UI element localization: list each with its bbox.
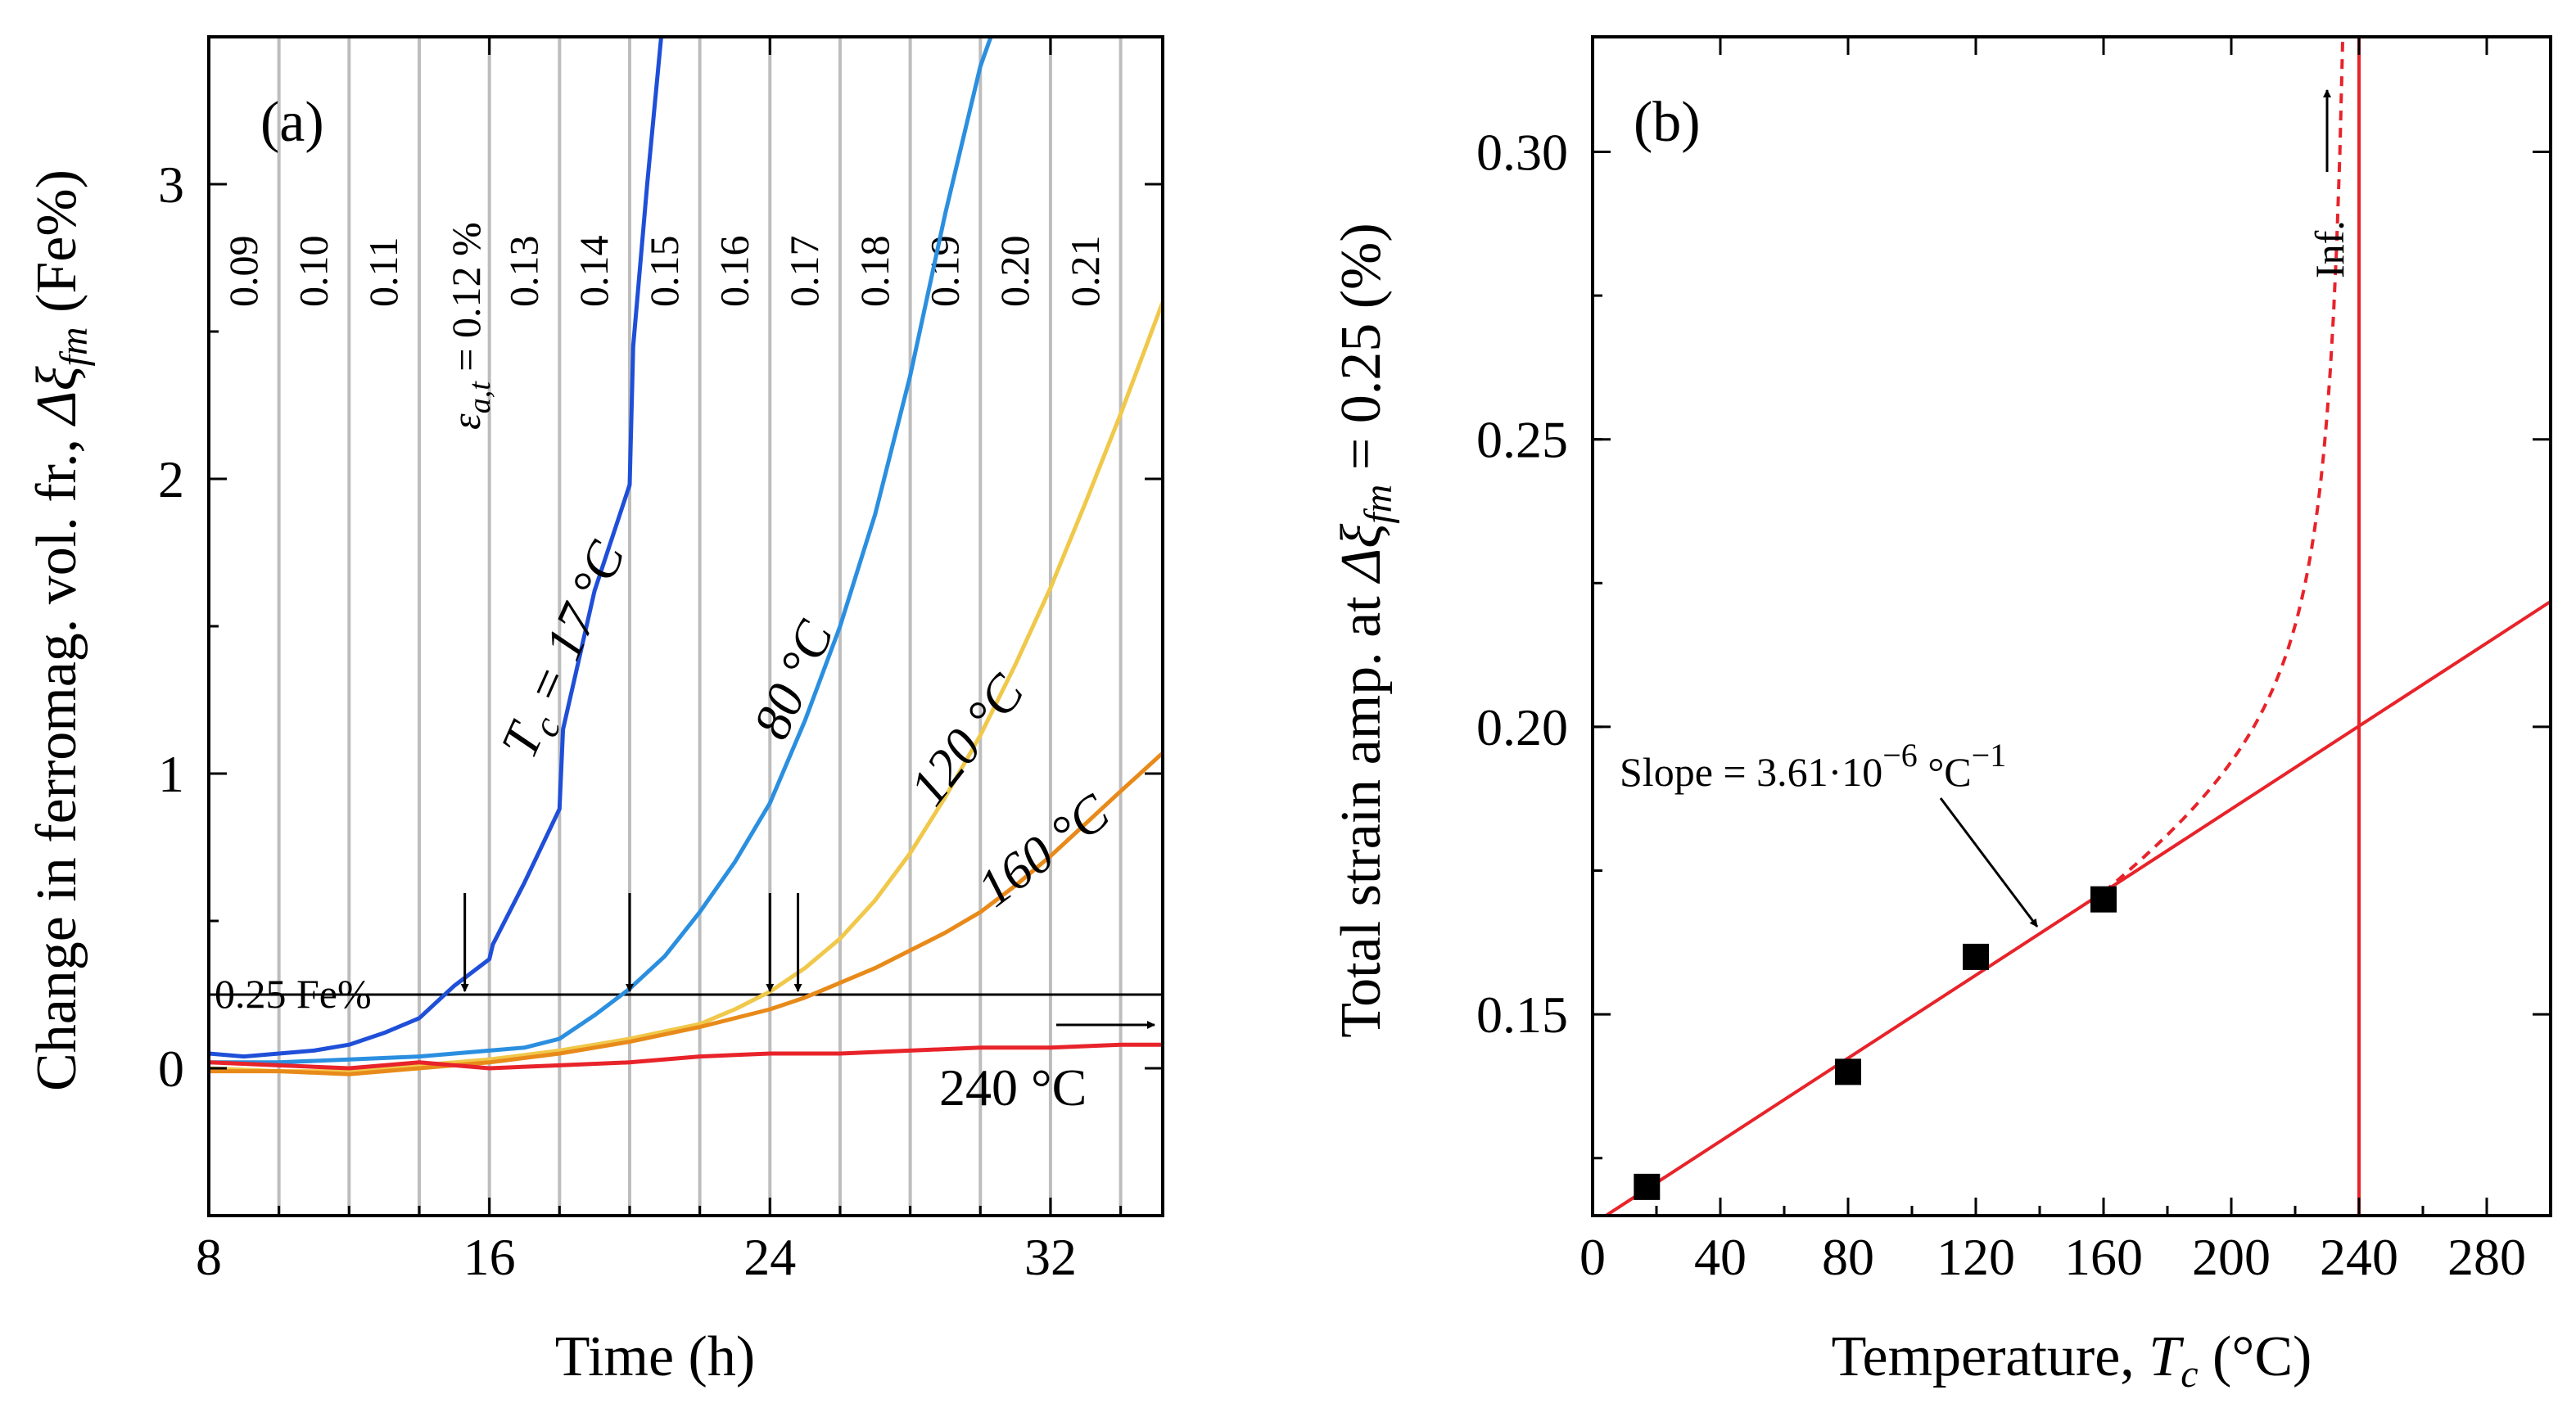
threshold-label: 0.25 Fe% xyxy=(215,971,372,1017)
plot-frame-b xyxy=(1591,35,2552,1217)
y-tick-label-a: 2 xyxy=(158,450,184,508)
strain-step-label: 0.17 xyxy=(781,236,827,308)
x-tick-label-b: 280 xyxy=(2447,1228,2526,1286)
series-label-240c: 240 °C xyxy=(939,1058,1087,1117)
y-axis-title-a: Change in ferromag. vol. fr., Δξfm (Fe%) xyxy=(25,169,96,1091)
y-tick-label-a: 0 xyxy=(158,1040,184,1098)
axis-ticks-b: 0 40 80 120 160 200 240 280 0.15 0.20 0.25 0.30 xyxy=(1476,37,2551,1286)
linear-fit-line xyxy=(1602,600,2551,1216)
series-line-2 xyxy=(209,301,1163,1074)
series-line-3 xyxy=(209,751,1163,1076)
x-tick-label-a: 16 xyxy=(463,1228,516,1286)
data-point xyxy=(1634,1173,1661,1200)
x-tick-label-b: 120 xyxy=(1937,1228,2015,1286)
y-tick-label-b: 0.30 xyxy=(1476,123,1568,181)
strain-step-label: 0.15 xyxy=(641,236,687,308)
y-tick-label-a: 1 xyxy=(158,745,184,803)
x-tick-label-b: 0 xyxy=(1579,1228,1606,1286)
strain-step-label: 0.21 xyxy=(1062,236,1108,308)
strain-step-label: 0.10 xyxy=(290,236,336,308)
series-label-80c: 80 °C xyxy=(742,611,845,747)
infinity-label: Inf. xyxy=(2307,220,2352,278)
strain-step-label: 0.14 xyxy=(571,236,617,308)
x-axis-title-b: Temperature, Tc (°C) xyxy=(1832,1325,2312,1396)
x-tick-label-b: 40 xyxy=(1694,1228,1747,1286)
divergence-curve xyxy=(2102,37,2345,894)
fit-lines xyxy=(1602,37,2551,1216)
y-tick-label-a: 3 xyxy=(158,156,184,214)
data-point xyxy=(1835,1058,1861,1085)
strain-step-lines xyxy=(277,37,1123,1216)
panel-label-a: (a) xyxy=(260,91,324,154)
strain-step-label: 0.20 xyxy=(992,236,1037,308)
strain-step-label: 0.16 xyxy=(711,236,757,308)
data-point xyxy=(1963,943,1989,970)
data-point xyxy=(2090,886,2117,913)
strain-step-labels: 0.09 0.10 0.11 0.13 0.14 0.15 0.16 0.17 0.18 0.19… xyxy=(220,236,1108,308)
series-label-120c: 120 °C xyxy=(898,663,1036,816)
x-tick-label-a: 32 xyxy=(1024,1228,1077,1286)
y-tick-label-b: 0.20 xyxy=(1476,698,1568,756)
x-tick-label-a: 8 xyxy=(196,1228,222,1286)
panel-b: 0 40 80 120 160 200 240 280 0.15 0.20 0.25 0.30 (b)… xyxy=(1330,35,2552,1396)
y-tick-label-b: 0.25 xyxy=(1476,411,1568,469)
strain-amplitude-label: εa,t = 0.12 % xyxy=(443,222,497,430)
x-tick-label-b: 200 xyxy=(2192,1228,2271,1286)
series-label-17c: Tc = 17 °C xyxy=(490,532,644,769)
slope-annotation: Slope = 3.61·10−6 °C−1 xyxy=(1620,737,2006,795)
x-tick-label-b: 160 xyxy=(2064,1228,2143,1286)
strain-step-label: 0.09 xyxy=(220,236,266,308)
series-label-160c: 160 °C xyxy=(967,782,1121,918)
strain-step-label: 0.11 xyxy=(360,237,406,307)
plot-frame-a xyxy=(207,35,1164,1217)
curves xyxy=(209,37,1163,1076)
x-tick-label-b: 80 xyxy=(1822,1228,1874,1286)
strain-step-label: 0.13 xyxy=(500,236,546,308)
x-tick-label-a: 24 xyxy=(743,1228,796,1286)
x-axis-title-a: Time (h) xyxy=(555,1325,755,1388)
crossing-arrows xyxy=(460,893,802,992)
series-line-1 xyxy=(209,37,993,1065)
strain-step-label: 0.18 xyxy=(852,236,897,308)
panel-a: 0.09 0.10 0.11 0.13 0.14 0.15 0.16 0.17 0.18 0.19… xyxy=(25,35,1164,1388)
series-line-0 xyxy=(209,37,663,1059)
data-points xyxy=(1634,886,2117,1200)
slope-arrow xyxy=(1939,797,2039,927)
axis-ticks-a: 8 16 24 32 0 1 2 3 xyxy=(158,35,1163,1286)
y-tick-label-b: 0.15 xyxy=(1476,986,1568,1044)
y-axis-title-b: Total strain amp. at Δξfm = 0.25 (%) xyxy=(1330,223,1400,1037)
panel-label-b: (b) xyxy=(1634,91,1701,154)
x-tick-label-b: 240 xyxy=(2320,1228,2398,1286)
series-line-4 xyxy=(209,1042,1163,1071)
